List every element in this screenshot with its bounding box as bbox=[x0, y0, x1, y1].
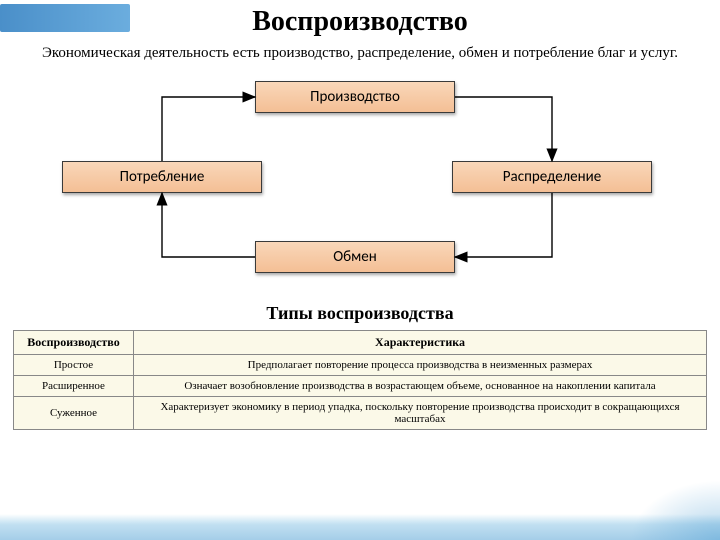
cell-desc: Характеризует экономику в период упадка,… bbox=[134, 396, 707, 429]
flowchart-cycle: Производство Распределение Потребление О… bbox=[0, 69, 720, 299]
cell-desc: Предполагает повторение процесса произво… bbox=[134, 354, 707, 375]
footer-wave-corner bbox=[630, 480, 720, 540]
page-subtitle: Экономическая деятельность есть производ… bbox=[0, 38, 720, 67]
node-distribution: Распределение bbox=[452, 161, 652, 193]
table-col-0: Воспроизводство bbox=[14, 330, 134, 354]
types-table: Воспроизводство Характеристика Простое П… bbox=[13, 330, 707, 430]
node-production: Производство bbox=[255, 81, 455, 113]
table-row: Суженное Характеризует экономику в перио… bbox=[14, 396, 707, 429]
node-exchange: Обмен bbox=[255, 241, 455, 273]
table-header-row: Воспроизводство Характеристика bbox=[14, 330, 707, 354]
section-heading: Типы воспроизводства bbox=[0, 303, 720, 324]
cell-desc: Означает возобновление производства в во… bbox=[134, 375, 707, 396]
cell-type: Суженное bbox=[14, 396, 134, 429]
cell-type: Простое bbox=[14, 354, 134, 375]
node-consumption: Потребление bbox=[62, 161, 262, 193]
table-row: Расширенное Означает возобновление произ… bbox=[14, 375, 707, 396]
table-col-1: Характеристика bbox=[134, 330, 707, 354]
table-row: Простое Предполагает повторение процесса… bbox=[14, 354, 707, 375]
footer-wave bbox=[0, 514, 720, 540]
cell-type: Расширенное bbox=[14, 375, 134, 396]
header-accent bbox=[0, 4, 130, 32]
